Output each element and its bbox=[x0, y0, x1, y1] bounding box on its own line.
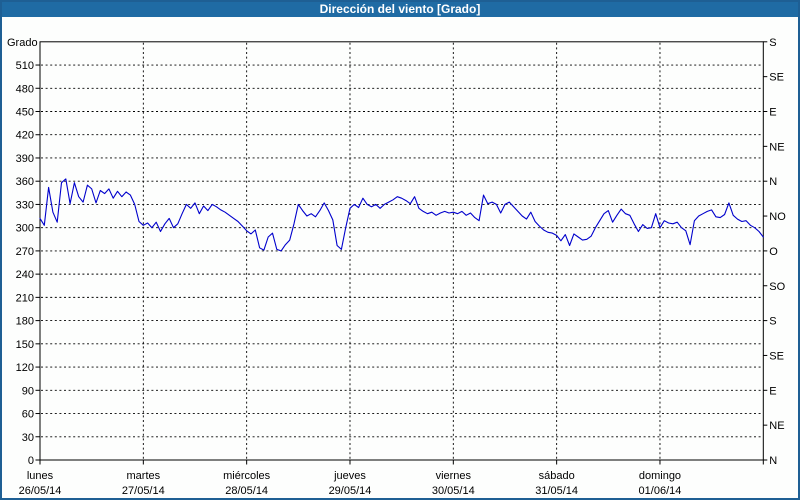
compass-label: SE bbox=[769, 72, 784, 84]
y-tick-label: 150 bbox=[16, 339, 34, 351]
y-tick-label: 510 bbox=[16, 60, 34, 72]
day-name-label: domingo bbox=[639, 470, 681, 482]
y-tick-label: 90 bbox=[22, 385, 34, 397]
y-tick-label: 360 bbox=[16, 176, 34, 188]
compass-label: NO bbox=[769, 211, 786, 223]
y-tick-label: 120 bbox=[16, 362, 34, 374]
compass-label: SO bbox=[769, 281, 785, 293]
day-name-label: sábado bbox=[539, 470, 575, 482]
day-name-label: jueves bbox=[333, 470, 366, 482]
y-tick-label: 450 bbox=[16, 107, 34, 119]
y-axis-title: Grado bbox=[7, 37, 38, 49]
day-date-label: 29/05/14 bbox=[329, 485, 372, 497]
y-tick-label: 180 bbox=[16, 316, 34, 328]
y-tick-label: 210 bbox=[16, 292, 34, 304]
compass-label: E bbox=[769, 107, 776, 119]
day-date-label: 31/05/14 bbox=[535, 485, 578, 497]
wind-direction-chart: 0 30 60 90 120 150 180 210 240 270 300 330 360 390 420… bbox=[7, 37, 786, 497]
day-date-label: 30/05/14 bbox=[432, 485, 475, 497]
day-name-label: viernes bbox=[436, 470, 472, 482]
compass-label: NE bbox=[769, 420, 784, 432]
day-name-label: lunes bbox=[27, 470, 54, 482]
y-tick-label: 60 bbox=[22, 409, 34, 421]
compass-label: N bbox=[769, 455, 777, 467]
day-date-label: 26/05/14 bbox=[19, 485, 62, 497]
y-tick-label: 330 bbox=[16, 199, 34, 211]
compass-label: S bbox=[769, 316, 776, 328]
y-tick-label: 270 bbox=[16, 246, 34, 258]
y-tick-label: 240 bbox=[16, 269, 34, 281]
y-tick-label: 420 bbox=[16, 130, 34, 142]
compass-label: S bbox=[769, 37, 776, 49]
day-name-label: martes bbox=[127, 470, 161, 482]
y-tick-label: 480 bbox=[16, 83, 34, 95]
wind-direction-line bbox=[39, 178, 764, 252]
y-tick-label: 0 bbox=[28, 455, 34, 467]
compass-label: O bbox=[769, 246, 778, 258]
chart-title: Dirección del viento [Grado] bbox=[319, 2, 481, 16]
compass-label: N bbox=[769, 176, 777, 188]
day-date-label: 28/05/14 bbox=[225, 485, 268, 497]
y-tick-label: 390 bbox=[16, 153, 34, 165]
compass-label: E bbox=[769, 385, 776, 397]
y-tick-label: 30 bbox=[22, 432, 34, 444]
y-tick-label: 300 bbox=[16, 223, 34, 235]
day-date-label: 27/05/14 bbox=[122, 485, 165, 497]
title-bar: Dirección del viento [Grado] bbox=[2, 2, 798, 17]
compass-label: SE bbox=[769, 350, 784, 362]
day-date-label: 01/06/14 bbox=[639, 485, 682, 497]
day-name-label: miércoles bbox=[223, 470, 271, 482]
compass-label: NE bbox=[769, 141, 784, 153]
